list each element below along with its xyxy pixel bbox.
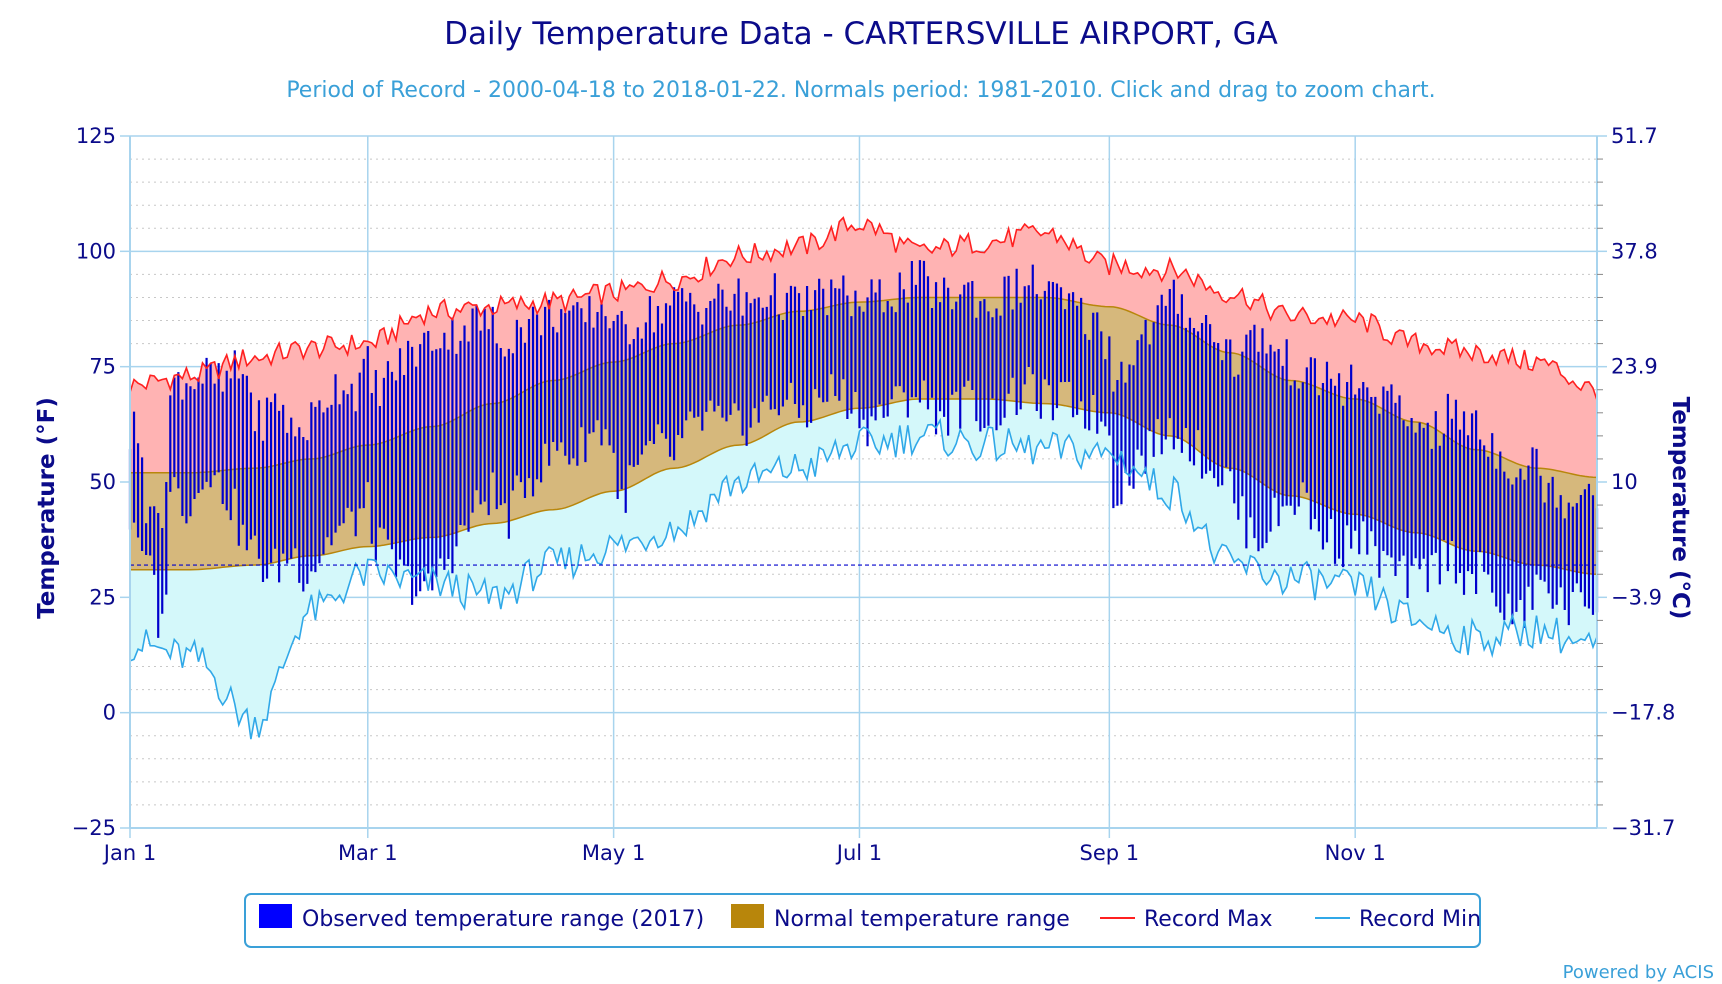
record-min-line xyxy=(129,417,1598,740)
y-tick-label-c: 37.8 xyxy=(1611,239,1658,263)
y-tick-label-c: −17.8 xyxy=(1611,701,1675,725)
y-tick-label-c: −3.9 xyxy=(1611,585,1662,609)
y-axis-left-title: Temperature (°F) xyxy=(34,397,60,619)
y-tick-label-f: 50 xyxy=(89,470,116,494)
y-tick-label-f: 100 xyxy=(76,239,116,263)
chart-subtitle: Period of Record - 2000-04-18 to 2018-01… xyxy=(286,78,1435,103)
legend-record-max-label[interactable]: Record Max xyxy=(1144,907,1273,932)
y-tick-label-c: 23.9 xyxy=(1611,355,1658,379)
x-tick-label: Mar 1 xyxy=(338,841,398,865)
x-tick-label: May 1 xyxy=(582,841,645,865)
chart-title: Daily Temperature Data - CARTERSVILLE AI… xyxy=(444,16,1278,52)
legend-observed-label[interactable]: Observed temperature range (2017) xyxy=(302,907,704,932)
x-tick-label: Jan 1 xyxy=(102,841,156,865)
y-tick-label-c: 51.7 xyxy=(1611,124,1658,148)
y-tick-label-f: 125 xyxy=(76,124,116,148)
y-tick-label-f: 25 xyxy=(89,585,116,609)
plot-area[interactable]: 125 51.7 100 37.8 75 23.9 50 10 25 −3.9 0 −17.8 −25 −… xyxy=(72,124,1676,865)
legend: Observed temperature range (2017) Normal… xyxy=(244,893,1481,948)
x-tick-label: Nov 1 xyxy=(1325,841,1386,865)
powered-by-credit[interactable]: Powered by ACIS xyxy=(1563,962,1714,983)
y-tick-label-f: −25 xyxy=(72,816,116,840)
x-tick-label: Jul 1 xyxy=(835,841,882,865)
legend-record-min-label[interactable]: Record Min xyxy=(1359,907,1481,932)
y-axis-right-title: Temperature (°C) xyxy=(1667,397,1693,620)
record-max-line xyxy=(129,216,1598,401)
record-min-band xyxy=(130,399,1597,740)
legend-observed-swatch[interactable] xyxy=(259,904,292,928)
y-tick-label-f: 0 xyxy=(103,701,116,725)
normal-max-line xyxy=(130,296,1598,479)
legend-normal-swatch[interactable] xyxy=(731,904,764,928)
y-tick-label-c: −31.7 xyxy=(1611,816,1675,840)
legend-normal-label[interactable]: Normal temperature range xyxy=(774,907,1070,932)
y-tick-label-f: 75 xyxy=(89,355,116,379)
x-tick-label: Sep 1 xyxy=(1080,841,1140,865)
y-tick-label-c: 10 xyxy=(1611,470,1638,494)
legend-box xyxy=(244,893,1481,948)
